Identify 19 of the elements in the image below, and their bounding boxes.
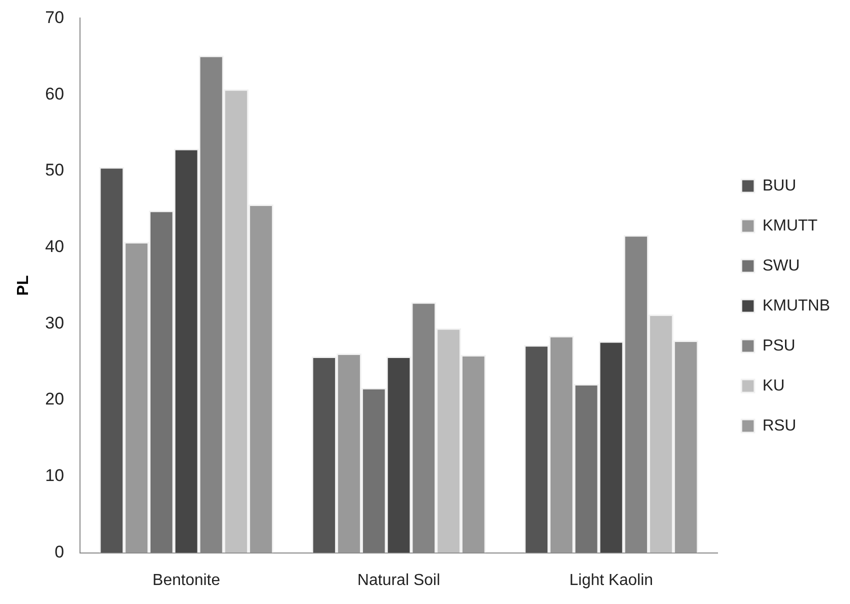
x-tick-label: Natural Soil xyxy=(357,572,440,589)
legend-label: SWU xyxy=(762,257,800,274)
y-tick-label: 30 xyxy=(45,313,64,332)
y-tick-label: 70 xyxy=(45,8,64,27)
x-tick-label: Light Kaolin xyxy=(569,572,654,589)
legend-label: PSU xyxy=(762,337,796,354)
y-tick-label: 20 xyxy=(45,390,64,409)
y-tick-label: 50 xyxy=(45,160,64,180)
y-tick-label: 0 xyxy=(54,542,64,562)
legend-label: KMUTT xyxy=(762,217,818,234)
legend-label: BUU xyxy=(762,177,796,194)
y-tick-label: 60 xyxy=(45,84,64,104)
y-axis-title: PL xyxy=(15,275,32,296)
legend-label: KU xyxy=(762,377,785,394)
x-tick-label: Bentonite xyxy=(152,572,220,589)
y-tick-label: 40 xyxy=(45,237,64,256)
y-tick-label: 10 xyxy=(45,466,64,486)
legend-label: KMUTNB xyxy=(762,297,830,314)
legend-label: RSU xyxy=(762,417,796,434)
